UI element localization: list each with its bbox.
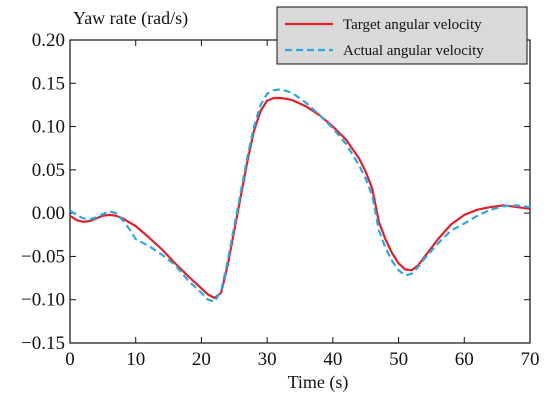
x-tick-label: 10 — [126, 349, 145, 370]
y-tick-label: 0.20 — [32, 30, 65, 51]
legend-box — [276, 6, 528, 65]
y-tick-label: −0.10 — [21, 290, 65, 311]
y-tick-label: 0.10 — [32, 117, 65, 138]
y-tick-label: −0.05 — [21, 246, 65, 267]
y-tick-label: 0.00 — [32, 203, 65, 224]
series-layer — [69, 88, 531, 303]
x-tick-label: 20 — [192, 349, 211, 370]
x-tick-label: 30 — [258, 349, 277, 370]
x-tick-label: 0 — [65, 349, 75, 370]
x-axis-ticks: 0 10 20 30 40 50 60 70 — [65, 40, 540, 370]
y-tick-label: 0.05 — [32, 160, 65, 181]
series-line-actual — [69, 88, 531, 303]
legend: Target angular velocity Actual angular v… — [276, 6, 528, 65]
x-tick-label: 50 — [389, 349, 408, 370]
plot-frame — [69, 39, 531, 344]
x-tick-label: 40 — [323, 349, 342, 370]
y-axis-ticks: −0.15 −0.10 −0.05 0.00 0.05 0.10 0.15 0.20 — [21, 30, 530, 354]
plot-border — [69, 39, 531, 344]
legend-label-target: Target angular velocity — [343, 17, 482, 33]
y-tick-label: −0.15 — [21, 333, 65, 354]
x-tick-label: 60 — [455, 349, 474, 370]
x-axis-label: Time (s) — [288, 372, 349, 393]
series-line-target — [69, 96, 531, 300]
legend-label-actual: Actual angular velocity — [343, 43, 484, 59]
x-tick-label: 70 — [521, 349, 540, 370]
y-axis-label: Yaw rate (rad/s) — [73, 8, 188, 29]
y-tick-label: 0.15 — [32, 73, 65, 94]
